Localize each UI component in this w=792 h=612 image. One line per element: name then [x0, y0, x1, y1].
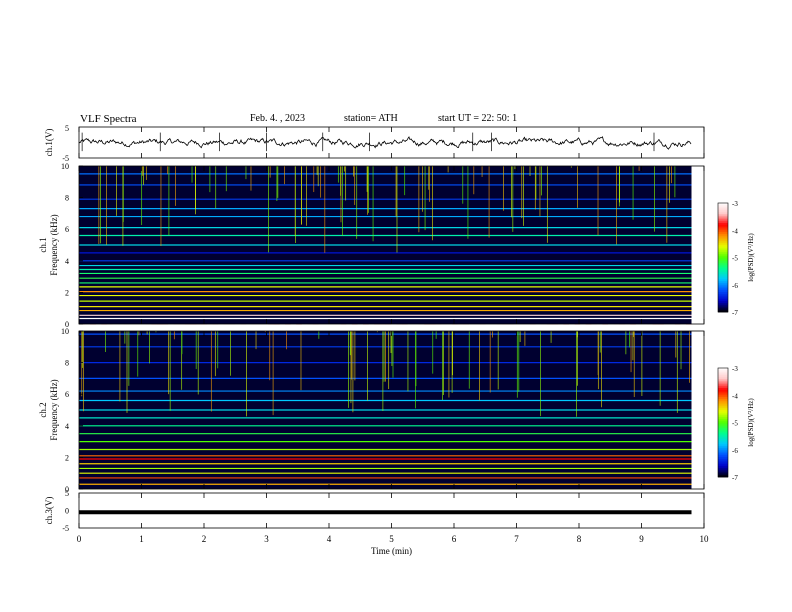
ch1-ytick-5: 5: [65, 124, 69, 133]
ch1-waveform-line: [78, 136, 692, 150]
ch1-spectrogram-colorbar-tick-7: -7: [732, 309, 738, 317]
ch2-spectrogram-ytick-0: 0: [65, 485, 69, 494]
ch1-spectrogram-colorbar-tick-5: -5: [732, 255, 738, 263]
ch1-spectrogram-ytick-0: 0: [65, 320, 69, 329]
ch1-spectrogram-ytick-2: 2: [65, 288, 69, 297]
ch3-ytick--5: -5: [62, 524, 69, 533]
ch2-spectrogram-colorbar-tick-3: -3: [732, 365, 738, 373]
xtick-9: 9: [639, 534, 644, 544]
station-label: station= ATH: [344, 113, 398, 124]
xtick-10: 10: [700, 534, 710, 544]
ch1-spectrogram-ytick-6: 6: [65, 225, 69, 234]
ch2-spectrogram-colorbar-tick-6: -6: [732, 447, 738, 455]
ch2-spectrogram-ylabel-channel: ch.2: [38, 402, 48, 417]
xtick-8: 8: [577, 534, 582, 544]
ch2-spectrogram-ytick-8: 8: [65, 359, 69, 368]
xtick-0: 0: [77, 534, 82, 544]
ch1-spectrogram-ytick-4: 4: [65, 257, 69, 266]
ch2-spectrogram-ytick-6: 6: [65, 390, 69, 399]
xtick-5: 5: [389, 534, 394, 544]
ch3-ytick-5: 5: [65, 489, 69, 498]
ch1-spectrogram-ytick-8: 8: [65, 194, 69, 203]
x-axis-label: Time (min): [371, 546, 412, 556]
ch2-spectrogram-colorbar-tick-4: -4: [732, 392, 738, 400]
xtick-6: 6: [452, 534, 457, 544]
ch1-spectrogram-colorbar-tick-4: -4: [732, 227, 738, 235]
ch2-spectrogram-ytick-10: 10: [61, 327, 69, 336]
ch1-spectrogram-ylabel-channel: ch.1: [38, 237, 48, 252]
ch1-ytick-neg5: -5: [62, 154, 69, 163]
ch1-ylabel: ch.1(V): [44, 129, 54, 157]
ch2-spectrogram-ytick-2: 2: [65, 453, 69, 462]
ch2-spectrogram-blank: [691, 331, 704, 489]
ch1-spectrogram-colorbar-tick-3: -3: [732, 200, 738, 208]
ch1-spectrogram-colorbar-tick-6: -6: [732, 282, 738, 290]
ch3-ylabel: ch.3(V): [44, 497, 54, 525]
ch2-spectrogram-colorbar-label: log(PSD)(V²/Hz): [747, 398, 755, 447]
ch3-ytick-0: 0: [65, 507, 69, 516]
ch1-spectrogram-colorbar-label: log(PSD)(V²/Hz): [747, 233, 755, 282]
xtick-3: 3: [264, 534, 269, 544]
ch2-spectrogram-colorbar-tick-5: -5: [732, 420, 738, 428]
ch2-spectrogram-ylabel-freq: Frequency (kHz): [49, 379, 59, 440]
figure-title: VLF Spectra: [80, 113, 137, 125]
ch1-spectrogram-ylabel-freq: Frequency (kHz): [49, 214, 59, 275]
ch2-spectrogram-colorbar: [717, 367, 729, 478]
date-label: Feb. 4. , 2023: [250, 113, 305, 124]
xtick-1: 1: [139, 534, 144, 544]
ch1-spectrogram-ytick-10: 10: [61, 162, 69, 171]
ch2-spectrogram-ytick-4: 4: [65, 422, 69, 431]
start-time-label: start UT = 22: 50: 1: [438, 113, 518, 124]
xtick-2: 2: [202, 534, 207, 544]
xtick-7: 7: [514, 534, 519, 544]
ch1-spectrogram-colorbar: [717, 202, 729, 313]
ch2-spectrogram-colorbar-tick-7: -7: [732, 474, 738, 482]
ch1-spectrogram-blank: [691, 166, 704, 324]
xtick-4: 4: [327, 534, 332, 544]
